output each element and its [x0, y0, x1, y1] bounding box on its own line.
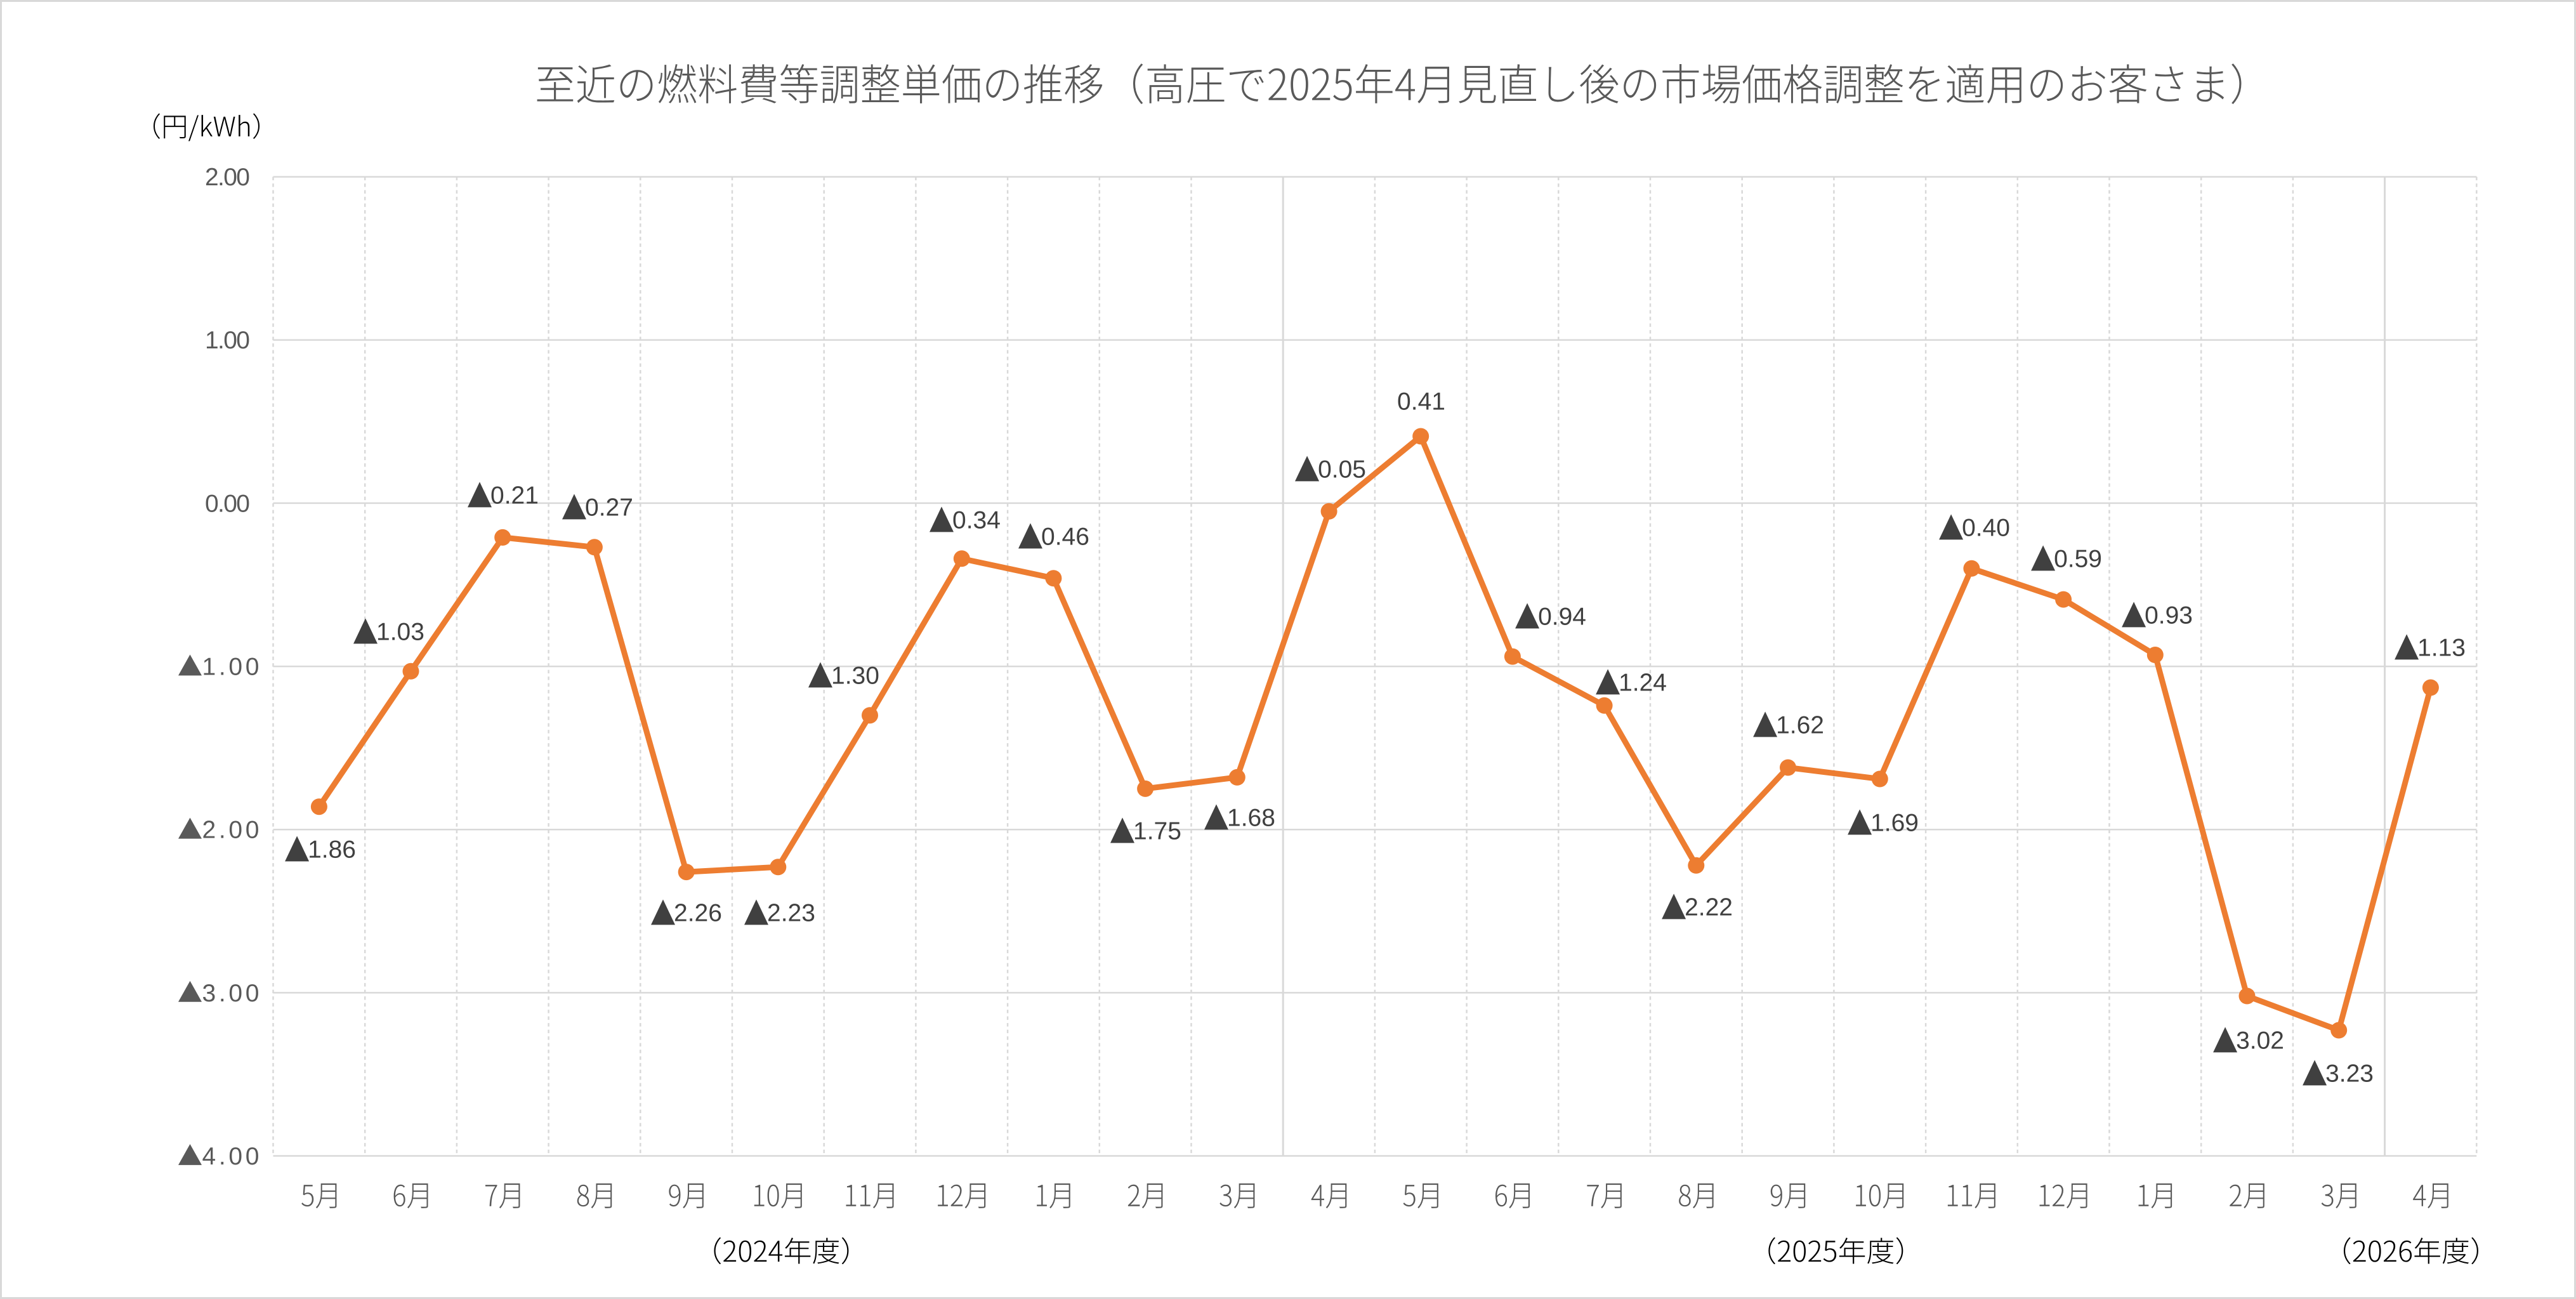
svg-text:1.13: 1.13: [2417, 634, 2466, 661]
svg-text:1.24: 1.24: [1619, 669, 1667, 696]
svg-text:2.23: 2.23: [767, 899, 815, 926]
svg-text:0.21: 0.21: [490, 482, 539, 509]
svg-text:0.93: 0.93: [2145, 602, 2193, 629]
svg-text:0.94: 0.94: [1538, 603, 1586, 630]
svg-text:0.59: 0.59: [2054, 545, 2102, 572]
svg-text:1.69: 1.69: [1870, 809, 1919, 836]
svg-text:4.00: 4.00: [202, 1143, 260, 1170]
svg-text:0.46: 0.46: [1041, 523, 1089, 550]
svg-text:1.30: 1.30: [831, 662, 879, 689]
svg-text:1.00: 1.00: [202, 654, 260, 681]
svg-text:0.00: 0.00: [205, 490, 250, 517]
svg-text:3.02: 3.02: [2236, 1027, 2284, 1054]
svg-text:0.05: 0.05: [1318, 456, 1366, 483]
svg-text:0.27: 0.27: [585, 494, 633, 521]
svg-text:3.23: 3.23: [2325, 1060, 2374, 1087]
svg-text:0.34: 0.34: [952, 506, 1001, 534]
svg-text:2.00: 2.00: [202, 817, 260, 844]
svg-text:1.68: 1.68: [1227, 804, 1275, 831]
svg-text:1.86: 1.86: [308, 836, 356, 863]
svg-text:1.75: 1.75: [1133, 817, 1181, 845]
svg-text:3.00: 3.00: [202, 980, 260, 1007]
svg-text:2.22: 2.22: [1685, 893, 1733, 921]
svg-text:1.03: 1.03: [376, 618, 424, 645]
svg-text:2.26: 2.26: [674, 899, 722, 926]
svg-text:0.40: 0.40: [1962, 514, 2010, 541]
svg-text:1.62: 1.62: [1776, 711, 1824, 739]
svg-text:2.00: 2.00: [205, 164, 250, 191]
svg-text:1.00: 1.00: [205, 327, 250, 354]
svg-text:0.41: 0.41: [1397, 388, 1445, 415]
